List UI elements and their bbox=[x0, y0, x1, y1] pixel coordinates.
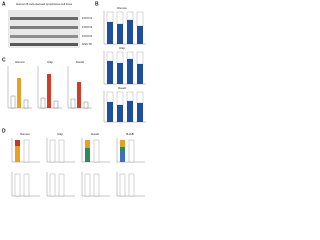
blot-label: FOXO1 bbox=[82, 16, 93, 20]
panel-letter: C bbox=[2, 57, 6, 63]
blot bbox=[8, 10, 80, 48]
panel-letter: B bbox=[95, 1, 99, 7]
column-title: Ramos bbox=[20, 132, 30, 136]
subtitle: Raji bbox=[47, 60, 53, 64]
figure: A Human B cell–derived lymphoma cell lin… bbox=[2, 1, 146, 197]
stacked-panels: Ramos Raji Daudi BJAB bbox=[11, 132, 145, 197]
column-title: Daudi bbox=[91, 132, 99, 136]
panel-letter: D bbox=[2, 128, 6, 134]
panel-letter: A bbox=[2, 1, 6, 7]
blot-label: HSC70 bbox=[82, 42, 92, 46]
panel-title: Human B cell–derived lymphoma cell lines bbox=[16, 2, 73, 6]
subtitle: Ramos bbox=[117, 6, 127, 10]
subtitle: Raji bbox=[119, 46, 125, 50]
subtitle: Ramos bbox=[15, 60, 25, 64]
column-title: BJAB bbox=[126, 132, 134, 136]
blot-label: FOXO4 bbox=[82, 34, 93, 38]
subtitle: Daudi bbox=[76, 60, 84, 64]
column-title: Raji bbox=[57, 132, 63, 136]
blot-label: FOXO3 bbox=[82, 25, 93, 29]
subtitle: Daudi bbox=[118, 86, 126, 90]
bar-charts: Ramos Raji Daudi bbox=[7, 60, 92, 109]
stacked-bars: Ramos Raji Daudi bbox=[103, 6, 146, 123]
